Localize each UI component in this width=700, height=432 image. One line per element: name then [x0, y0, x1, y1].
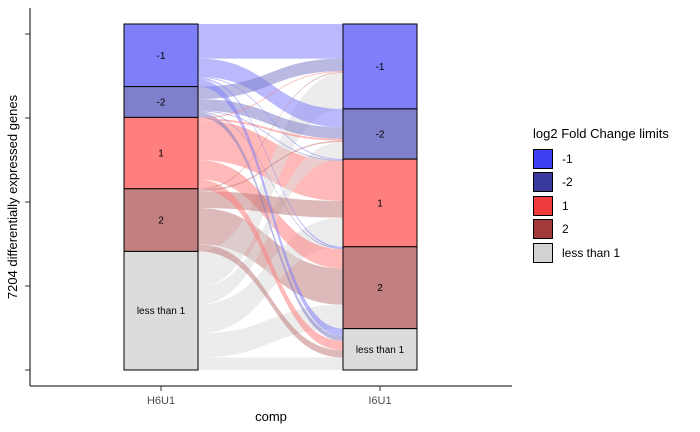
- legend: log2 Fold Change limits -1 -2 1 2 less t…: [533, 126, 669, 265]
- legend-key: [533, 219, 553, 240]
- stratum-h6u1: [123, 86, 199, 118]
- flow-band: [198, 357, 343, 370]
- legend-key: [533, 195, 553, 216]
- y-axis-title: 7204 differentially expressed genes: [5, 94, 20, 299]
- stratum-i6u1: [342, 108, 418, 160]
- stratum-label: 2: [377, 283, 383, 294]
- flow-band: [198, 142, 343, 305]
- legend-label: 1: [562, 198, 569, 213]
- flows-layer: [198, 24, 343, 370]
- stratum-label: -2: [157, 97, 166, 108]
- flow-band: [198, 111, 343, 250]
- stratum-label: 2: [158, 216, 164, 227]
- stratum-label: -1: [157, 51, 166, 62]
- flow-band: [198, 24, 343, 59]
- flow-band: [198, 140, 343, 192]
- stratum-i6u1: [342, 23, 418, 110]
- flow-band: [198, 72, 343, 190]
- flow-band: [198, 207, 343, 305]
- legend-item: -1: [533, 147, 669, 171]
- flow-band: [198, 77, 343, 249]
- x-tick-label-h6u1: H6U1: [147, 395, 175, 407]
- stratum-h6u1: [123, 116, 199, 190]
- legend-key: [533, 172, 553, 193]
- legend-item: -2: [533, 171, 669, 195]
- stratum-label: -1: [376, 62, 385, 73]
- flow-band: [198, 179, 343, 351]
- legend-label: 2: [562, 222, 569, 237]
- legend-item: less than 1: [533, 241, 669, 265]
- flow-band: [198, 58, 343, 100]
- legend-item: 1: [533, 194, 669, 218]
- flow-band: [198, 244, 343, 358]
- legend-label: less than 1: [562, 245, 621, 260]
- flow-band: [198, 112, 343, 341]
- legend-key: [533, 148, 553, 169]
- x-tick-label-i6u1: I6U1: [368, 395, 391, 407]
- flow-band: [198, 58, 343, 128]
- flow-band: [198, 304, 343, 358]
- flow-band: [198, 76, 343, 161]
- stratum-i6u1: [342, 158, 418, 248]
- flow-band: [198, 71, 343, 119]
- flow-band: [198, 79, 343, 336]
- flow-band: [198, 118, 343, 141]
- legend-item: 2: [533, 218, 669, 242]
- stratum-label: 1: [158, 149, 164, 160]
- stratum-label: 1: [377, 198, 383, 209]
- legend-key: [533, 242, 553, 263]
- stratum-i6u1: [342, 328, 418, 371]
- stratum-label: -2: [376, 130, 385, 141]
- stratum-h6u1: [123, 250, 199, 371]
- legend-label: -1: [562, 151, 573, 166]
- stratum-h6u1: [123, 188, 199, 252]
- flow-band: [198, 160, 343, 269]
- stratum-i6u1: [342, 246, 418, 330]
- legend-title: log2 Fold Change limits: [533, 126, 669, 141]
- axes-layer: H6U1 I6U1 comp 7204 differentially expre…: [5, 8, 512, 424]
- legend-label: -2: [562, 175, 573, 190]
- stratum-label: less than 1: [137, 306, 186, 317]
- x-axis-title: comp: [255, 409, 287, 424]
- stratum-label: less than 1: [356, 345, 405, 356]
- flow-band: [198, 110, 343, 162]
- strata-layer: -1 -2 1 2 less than 1 -1 -2 1 2 less than 1: [123, 23, 418, 371]
